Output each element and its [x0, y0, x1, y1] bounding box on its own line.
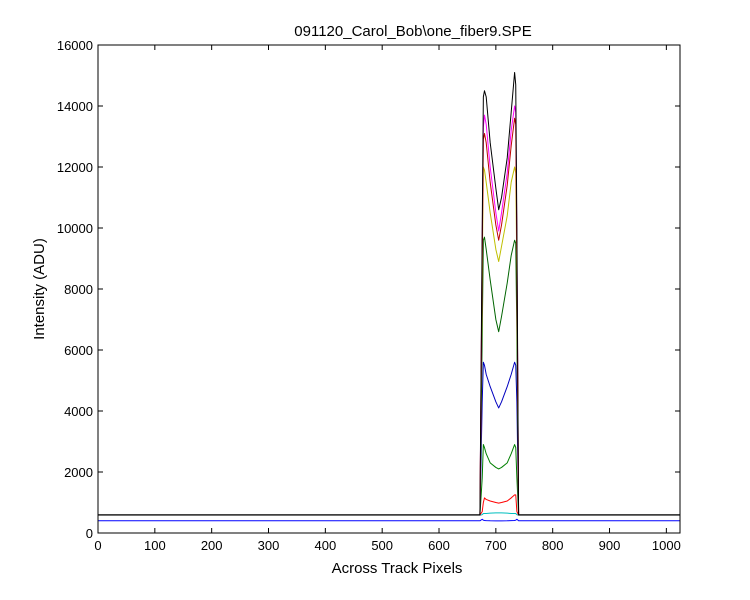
y-tick-label: 12000	[57, 160, 93, 175]
y-tick-label: 4000	[64, 404, 93, 419]
x-tick-label: 400	[314, 538, 336, 553]
y-axis-title: Intensity (ADU)	[31, 238, 48, 340]
series-line-6	[98, 236, 680, 516]
series-line-10	[98, 71, 680, 516]
series-line-1	[98, 518, 680, 522]
ticks-layer: 0 100 200 300 400 500 600 700 800 900 100002000400…	[57, 38, 681, 553]
x-tick-label: 900	[599, 538, 621, 553]
y-tick-label: 8000	[64, 282, 93, 297]
series-line-2	[98, 512, 680, 516]
y-tick-label: 16000	[57, 38, 93, 53]
y-tick-label: 10000	[57, 221, 93, 236]
x-tick-label: 200	[201, 538, 223, 553]
x-tick-label: 300	[258, 538, 280, 553]
x-tick-label: 600	[428, 538, 450, 553]
series-line-4	[98, 444, 680, 516]
x-tick-label: 800	[542, 538, 564, 553]
x-tick-label: 1000	[652, 538, 681, 553]
x-tick-label: 700	[485, 538, 507, 553]
y-tick-label: 14000	[57, 99, 93, 114]
plot-frame	[97, 44, 681, 534]
y-tick-label: 6000	[64, 343, 93, 358]
series-line-5	[98, 361, 680, 516]
x-axis-title: Across Track Pixels	[332, 560, 463, 577]
y-tick-label: 2000	[64, 465, 93, 480]
plot-area	[98, 45, 680, 533]
series-line-3	[98, 494, 680, 516]
x-tick-label: 500	[371, 538, 393, 553]
series-layer	[98, 71, 680, 522]
y-tick-label: 0	[86, 526, 93, 541]
chart-title: 091120_Carol_Bob\one_fiber9.SPE	[294, 23, 531, 40]
x-tick-label: 0	[94, 538, 101, 553]
x-tick-label: 100	[144, 538, 166, 553]
